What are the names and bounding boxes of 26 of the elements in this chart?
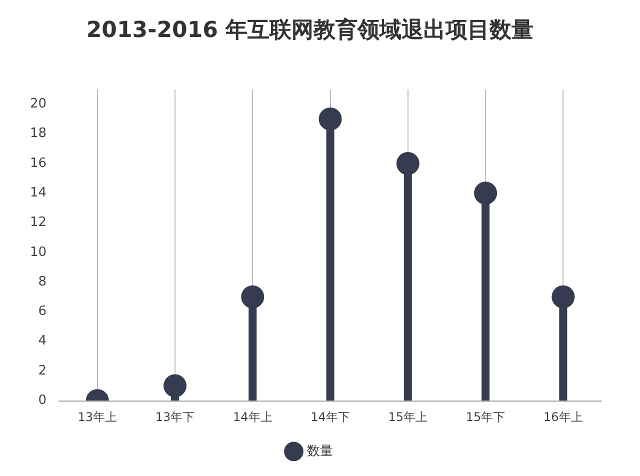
- point: [552, 285, 575, 308]
- x-tick-label: 16年上: [544, 410, 583, 424]
- chart-title: 2013-2016 年互联网教育领域退出项目数量: [86, 16, 534, 43]
- y-tick-label: 6: [38, 304, 47, 320]
- point: [164, 374, 186, 398]
- y-tick-label: 2: [38, 363, 47, 378]
- y-tick-label: 12: [30, 215, 47, 230]
- y-tick-label: 8: [38, 274, 47, 290]
- point: [474, 182, 498, 205]
- y-tick-label: 16: [30, 156, 47, 171]
- x-tick-label: 13年下: [155, 410, 195, 424]
- x-tick-label: 14年下: [310, 410, 350, 424]
- x-tick-label: 14年上: [232, 410, 272, 424]
- y-tick-label: 14: [30, 186, 47, 201]
- y-tick-label: 10: [30, 244, 47, 260]
- x-tick-label: 15年上: [388, 410, 428, 424]
- x-tick-label: 15年下: [466, 410, 506, 424]
- y-tick-label: 0: [38, 392, 47, 408]
- legend-label: 数量: [306, 444, 333, 459]
- point: [318, 108, 342, 131]
- y-tick-label: 4: [38, 334, 47, 349]
- point: [396, 152, 420, 175]
- y-tick-label: 18: [30, 126, 47, 142]
- point: [241, 285, 264, 308]
- y-tick-label: 20: [30, 96, 47, 112]
- x-tick-label: 13年上: [78, 410, 117, 424]
